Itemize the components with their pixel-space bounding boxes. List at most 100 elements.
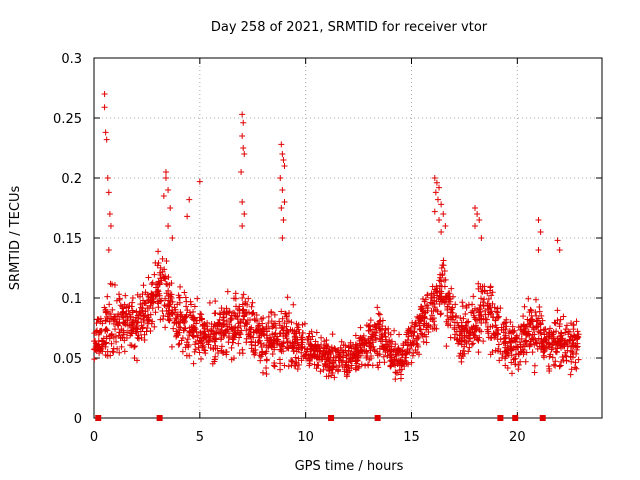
data-point xyxy=(176,340,183,347)
y-tick-label: 0 xyxy=(74,412,82,427)
data-point xyxy=(126,311,133,318)
data-point xyxy=(165,223,172,229)
data-point xyxy=(371,329,378,336)
data-point xyxy=(212,298,219,305)
data-point xyxy=(221,329,228,336)
data-point xyxy=(437,311,444,318)
data-point xyxy=(147,311,154,318)
data-point xyxy=(422,309,429,316)
data-point xyxy=(433,306,440,313)
data-point xyxy=(265,313,272,320)
data-point xyxy=(484,290,491,297)
data-point xyxy=(380,353,387,360)
data-point xyxy=(452,301,459,308)
data-point xyxy=(92,343,99,350)
data-point xyxy=(260,326,267,333)
data-point xyxy=(345,344,352,351)
data-point xyxy=(173,320,180,327)
data-point xyxy=(296,361,303,368)
data-point xyxy=(149,279,156,286)
data-point xyxy=(228,312,235,319)
data-point xyxy=(313,365,320,372)
data-point xyxy=(216,319,223,326)
data-point xyxy=(128,327,135,334)
data-point xyxy=(319,351,326,358)
data-point xyxy=(431,297,438,304)
data-point xyxy=(122,292,129,299)
data-point xyxy=(166,311,173,318)
data-point xyxy=(482,307,489,314)
data-point xyxy=(452,313,459,320)
data-point xyxy=(398,352,405,359)
data-point xyxy=(348,362,355,369)
data-point xyxy=(454,319,461,326)
data-point xyxy=(144,305,151,312)
data-point xyxy=(160,315,167,322)
data-point xyxy=(368,353,375,360)
data-point xyxy=(174,311,181,318)
data-point xyxy=(106,318,113,325)
data-point xyxy=(144,324,151,331)
data-point xyxy=(520,351,527,358)
data-point xyxy=(206,299,213,306)
data-point xyxy=(415,351,422,358)
data-point xyxy=(277,360,284,367)
data-point xyxy=(415,334,422,341)
data-point xyxy=(518,335,525,342)
data-point xyxy=(375,364,382,371)
data-point xyxy=(134,319,141,326)
data-point xyxy=(274,333,281,340)
baseline-marker xyxy=(512,415,519,421)
data-point xyxy=(517,324,524,331)
data-point xyxy=(252,342,259,349)
data-point xyxy=(209,336,216,343)
data-point xyxy=(495,313,502,320)
data-point xyxy=(197,329,204,336)
data-point xyxy=(266,337,273,344)
data-point xyxy=(288,319,295,326)
data-point xyxy=(411,328,418,335)
data-point xyxy=(286,310,293,317)
data-point xyxy=(182,294,189,301)
data-point xyxy=(485,296,492,303)
data-point xyxy=(533,312,540,319)
data-point xyxy=(144,298,151,305)
data-point xyxy=(563,322,570,329)
data-point xyxy=(140,313,147,320)
x-axis-label: GPS time / hours xyxy=(295,459,404,474)
data-point xyxy=(376,327,383,334)
data-point xyxy=(171,319,178,326)
data-point xyxy=(392,376,399,383)
data-point xyxy=(268,308,275,315)
data-point xyxy=(112,333,119,340)
data-point xyxy=(365,361,372,368)
data-point xyxy=(392,341,399,348)
data-point xyxy=(201,328,208,335)
data-point xyxy=(259,369,266,376)
data-point xyxy=(177,313,184,320)
data-point xyxy=(179,335,186,342)
data-point xyxy=(569,337,576,344)
data-point xyxy=(305,340,312,347)
data-point xyxy=(472,205,478,211)
data-point xyxy=(240,145,247,151)
data-point xyxy=(108,340,115,347)
data-point xyxy=(520,313,527,320)
data-point xyxy=(277,346,284,353)
data-point xyxy=(468,341,475,348)
data-point xyxy=(278,205,285,211)
data-point xyxy=(292,354,299,361)
data-point xyxy=(420,338,427,345)
data-point xyxy=(165,317,172,324)
data-point xyxy=(420,295,427,302)
data-point xyxy=(468,309,475,316)
data-point xyxy=(246,325,253,332)
data-point xyxy=(165,287,172,294)
data-point xyxy=(245,295,252,302)
data-point xyxy=(418,303,425,310)
data-point xyxy=(403,331,410,338)
baseline-marker xyxy=(374,415,381,421)
data-point xyxy=(430,290,437,297)
data-point xyxy=(387,331,394,338)
y-tick-label: 0.15 xyxy=(53,232,82,247)
